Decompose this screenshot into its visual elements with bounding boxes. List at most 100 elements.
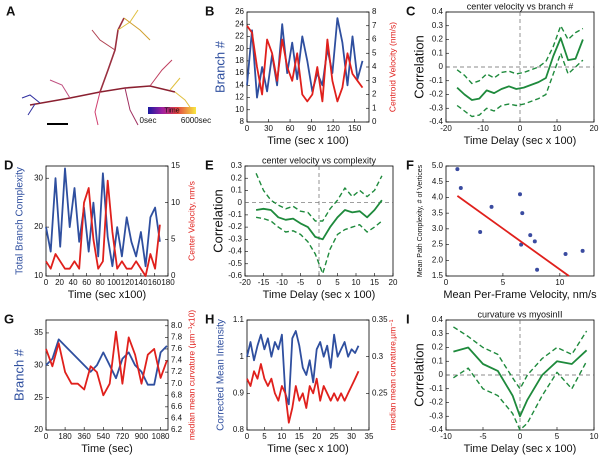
y-tick-label: -0.4	[429, 425, 443, 434]
scatter-point	[455, 167, 460, 172]
y-tick-label: 1	[240, 352, 245, 361]
panel: G 0 180 360 540 720 900 1080 20 25 30 35 6.2 6.4 6.6 6.…	[4, 310, 196, 455]
x-tick-label: -15	[258, 278, 270, 287]
panel-letter: C	[406, 3, 416, 18]
y-tick-label: 8	[240, 117, 245, 126]
x-tick-label: 0	[317, 278, 322, 287]
panel-letter: B	[205, 3, 214, 18]
x-tick-label: 10	[590, 432, 599, 441]
x-tick-label: 80	[96, 278, 105, 287]
x-axis-label: Time Delay (sec x 100)	[464, 443, 577, 455]
y-tick-label: 12	[235, 93, 244, 102]
y-axis-label: Branch #	[11, 348, 26, 401]
x-tick-label: 120	[121, 278, 135, 287]
plot-frame	[45, 165, 169, 277]
series-line	[45, 167, 161, 268]
y-tick-label: 0.2	[432, 35, 444, 44]
y-tick-label: -0.3	[429, 103, 443, 112]
y-tick-label: 0.1	[432, 48, 444, 57]
series-line	[456, 37, 584, 101]
y-tick-label: 0.3	[432, 21, 444, 30]
x-tick-label: 540	[97, 432, 111, 441]
x-tick-label: 60	[286, 124, 295, 133]
series-line	[45, 330, 168, 397]
y2-tick-label: 7.6	[171, 344, 183, 353]
panel: F 0 5 10 1.5 2.0 2.5 3.0 3.5 4.0 4.5 5.0 Mean Per-Fr…	[406, 157, 597, 300]
x-tick-label: -5	[479, 432, 487, 441]
x-tick-label: 15	[370, 278, 379, 287]
y2-tick-label: 7.4	[171, 356, 183, 365]
chart-title: center velocity vs complexity	[262, 155, 377, 165]
series-line	[456, 25, 584, 85]
series-line	[45, 338, 168, 386]
x-tick-label: 150	[348, 124, 362, 133]
series-line	[453, 326, 588, 390]
y2-axis-label: Centroid Velocity (nm/s)	[387, 22, 397, 112]
y-tick-label: 0.1	[231, 186, 243, 195]
series-line	[246, 363, 360, 424]
scatter-point	[528, 233, 533, 238]
panel-letter: A	[6, 3, 16, 18]
x-tick-label: 5	[262, 432, 267, 441]
x-tick-label: 120	[326, 124, 340, 133]
plot-frame	[445, 165, 595, 277]
x-tick-label: 0	[444, 278, 449, 287]
y-tick-label: 35	[34, 328, 43, 337]
panel-a: A Time 0sec 6000sec	[6, 3, 211, 126]
y-tick-label: 2.5	[432, 240, 444, 249]
y-tick-label: 25	[34, 393, 43, 402]
y-tick-label: -0.1	[429, 76, 443, 85]
panel-letter: H	[205, 311, 214, 326]
x-tick-label: 90	[307, 124, 316, 133]
x-tick-label: 40	[69, 278, 78, 287]
colorbar-label: Time	[164, 107, 179, 114]
y2-tick-label: 7.2	[171, 367, 183, 376]
y-tick-label: -0.1	[429, 384, 443, 393]
colorbar	[148, 107, 196, 114]
y-tick-label: -0.3	[429, 411, 443, 420]
y2-tick-label: 1	[372, 103, 377, 112]
scatter-point	[478, 230, 483, 234]
x-tick-label: 140	[134, 278, 148, 287]
chart-title: center velocity vs branch #	[467, 1, 574, 11]
neuron-image	[21, 9, 193, 126]
x-tick-label: 20	[312, 432, 321, 441]
series-line	[255, 199, 383, 241]
x-tick-label: 180	[58, 432, 72, 441]
y2-tick-label: 0.25	[372, 388, 388, 397]
x-tick-label: -10	[440, 432, 452, 441]
x-tick-label: 0	[518, 124, 523, 133]
y-tick-label: -0.6	[228, 271, 242, 280]
panel: B0 30 60 90 120 15081012141618202224260123456…	[205, 3, 397, 146]
series-line	[45, 179, 161, 277]
x-tick-label: 5	[555, 432, 560, 441]
y2-tick-label: 7	[372, 21, 377, 30]
y2-tick-label: 6.6	[171, 402, 183, 411]
y-tick-label: 0	[439, 62, 444, 71]
panel: H 0 5 10 15 20 25 30 35 0.8 0.9 1 1.1 0.25 0.3 0.35 Time…	[205, 311, 397, 454]
y2-tick-label: 5	[372, 48, 377, 57]
y-tick-label: 10	[34, 271, 43, 280]
fit-line	[456, 195, 570, 277]
y2-tick-label: 4	[372, 62, 377, 71]
y-tick-label: 0.2	[432, 343, 444, 352]
y-tick-label: 30	[34, 360, 43, 369]
x-tick-label: 20	[590, 124, 599, 133]
x-tick-label: 25	[330, 432, 339, 441]
y2-tick-label: 6.4	[171, 414, 183, 423]
x-tick-label: 100	[107, 278, 121, 287]
y2-tick-label: 6.8	[171, 390, 183, 399]
y-tick-label: 14	[235, 80, 244, 89]
y2-tick-label: 0.3	[372, 352, 384, 361]
x-tick-label: 5	[335, 278, 340, 287]
y-tick-label: -0.4	[228, 247, 242, 256]
y-axis-label: Mean Path Complexity, # of Vertices	[417, 164, 424, 277]
x-tick-label: 10	[555, 278, 564, 287]
y-tick-label: 24	[235, 19, 244, 28]
y-tick-label: 4.5	[432, 177, 444, 186]
chart-title: curvature vs myosinII	[477, 309, 562, 319]
series-line	[456, 52, 584, 118]
x-tick-label: 360	[78, 432, 92, 441]
panel-letter: G	[4, 311, 14, 326]
